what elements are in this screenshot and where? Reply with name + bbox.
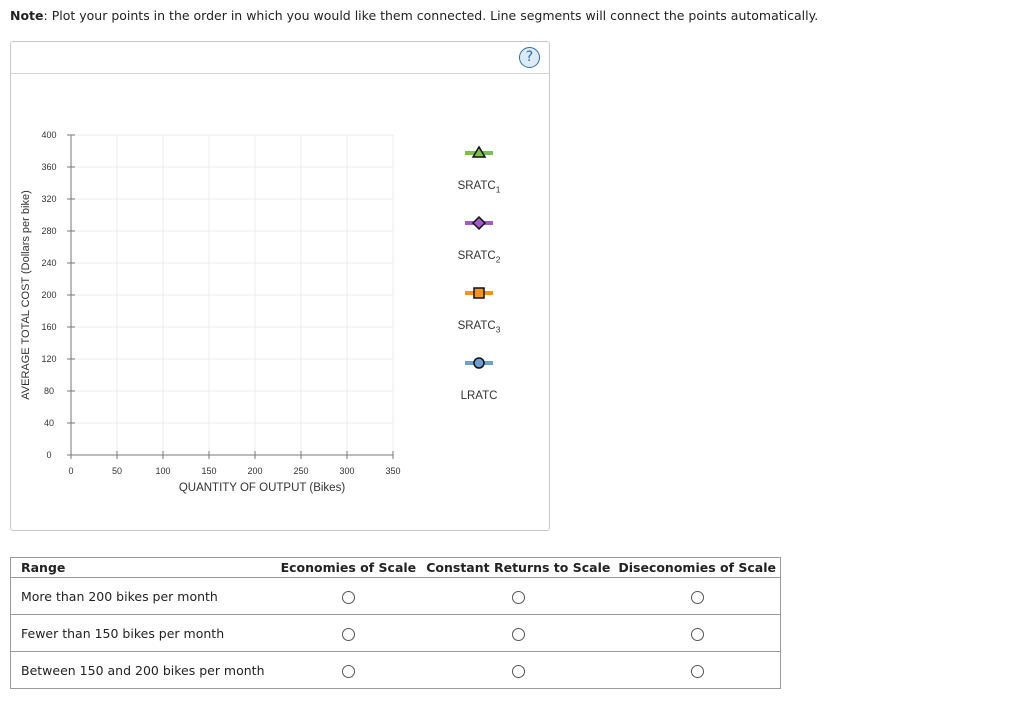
range-label: Between 150 and 200 bikes per month <box>10 651 275 689</box>
tool-subscript: 1 <box>495 184 501 195</box>
y-tick-label: 0 <box>46 450 51 460</box>
range-label: More than 200 bikes per month <box>10 577 275 615</box>
tool-label[interactable]: LRATC <box>11 390 947 402</box>
economies-header: Economies of Scale <box>274 557 423 578</box>
diseconomies-radio[interactable] <box>690 664 704 678</box>
constant-returns-header: Constant Returns to Scale <box>422 557 615 578</box>
x-tick-label: 300 <box>339 466 354 476</box>
x-axis-title: QUANTITY OF OUTPUT (Bikes) <box>179 482 346 494</box>
x-tick-label: 200 <box>247 466 262 476</box>
x-tick-label: 150 <box>201 466 216 476</box>
scale-table: Range Economies of Scale Constant Return… <box>10 557 781 689</box>
x-tick-label: 250 <box>293 466 308 476</box>
x-tick-label: 50 <box>112 466 122 476</box>
tool-name: SRATC <box>457 250 496 262</box>
range-header: Range <box>10 557 275 578</box>
instruction-note: Note: Plot your points in the order in w… <box>10 8 818 23</box>
tool-label[interactable]: SRATC1 <box>11 180 947 194</box>
y-tick-label: 240 <box>41 258 56 268</box>
tool-name: SRATC <box>457 180 496 192</box>
diseconomies-radio[interactable] <box>690 590 704 604</box>
table-row: More than 200 bikes per month <box>10 577 781 615</box>
tool-label[interactable]: SRATC2 <box>11 250 947 264</box>
note-text: : Plot your points in the order in which… <box>43 8 819 23</box>
cost-graph[interactable]: 0 50 100 150 200 250 300 350 0 40 80 120 160 200 240 28… <box>11 42 549 530</box>
economies-radio[interactable] <box>341 627 355 641</box>
table-row: Fewer than 150 bikes per month <box>10 614 781 652</box>
range-label: Fewer than 150 bikes per month <box>10 614 275 652</box>
table-row: Between 150 and 200 bikes per month <box>10 651 781 689</box>
y-tick-label: 280 <box>41 226 56 236</box>
tool-name: LRATC <box>460 390 498 402</box>
y-tick-label: 160 <box>41 322 56 332</box>
note-label: Note <box>10 8 44 23</box>
constant-returns-radio[interactable] <box>511 590 525 604</box>
y-tick-label: 400 <box>41 130 56 140</box>
square-marker-icon[interactable] <box>473 287 485 299</box>
y-tick-label: 360 <box>41 162 56 172</box>
y-tick-label: 200 <box>41 290 56 300</box>
constant-returns-radio[interactable] <box>511 664 525 678</box>
tool-label[interactable]: SRATC3 <box>11 320 947 334</box>
y-tick-label: 120 <box>41 354 56 364</box>
diseconomies-radio[interactable] <box>690 627 704 641</box>
tool-subscript: 3 <box>495 324 501 335</box>
diseconomies-header: Diseconomies of Scale <box>614 557 781 578</box>
table-header-row: Range Economies of Scale Constant Return… <box>10 557 781 578</box>
question-mark-icon[interactable]: ? <box>519 47 540 68</box>
y-tick-label: 320 <box>41 194 56 204</box>
graph-toolbar: ? <box>11 42 549 74</box>
x-tick-label: 100 <box>155 466 170 476</box>
economies-radio[interactable] <box>341 664 355 678</box>
economies-radio[interactable] <box>341 590 355 604</box>
tool-name: SRATC <box>457 320 496 332</box>
constant-returns-radio[interactable] <box>511 627 525 641</box>
x-tick-label: 350 <box>385 466 400 476</box>
y-axis-title: AVERAGE TOTAL COST (Dollars per bike) <box>20 190 32 399</box>
y-tick-label: 80 <box>44 386 54 396</box>
x-tick-label: 0 <box>68 466 73 476</box>
triangle-marker-icon[interactable] <box>471 145 487 158</box>
tool-subscript: 2 <box>495 254 501 265</box>
graph-panel: ? 0 50 100 150 200 250 300 350 0 40 80 120 160 200 240… <box>10 41 550 531</box>
y-tick-label: 40 <box>44 418 54 428</box>
diamond-marker-icon[interactable] <box>471 215 487 231</box>
circle-marker-icon[interactable] <box>473 357 485 369</box>
